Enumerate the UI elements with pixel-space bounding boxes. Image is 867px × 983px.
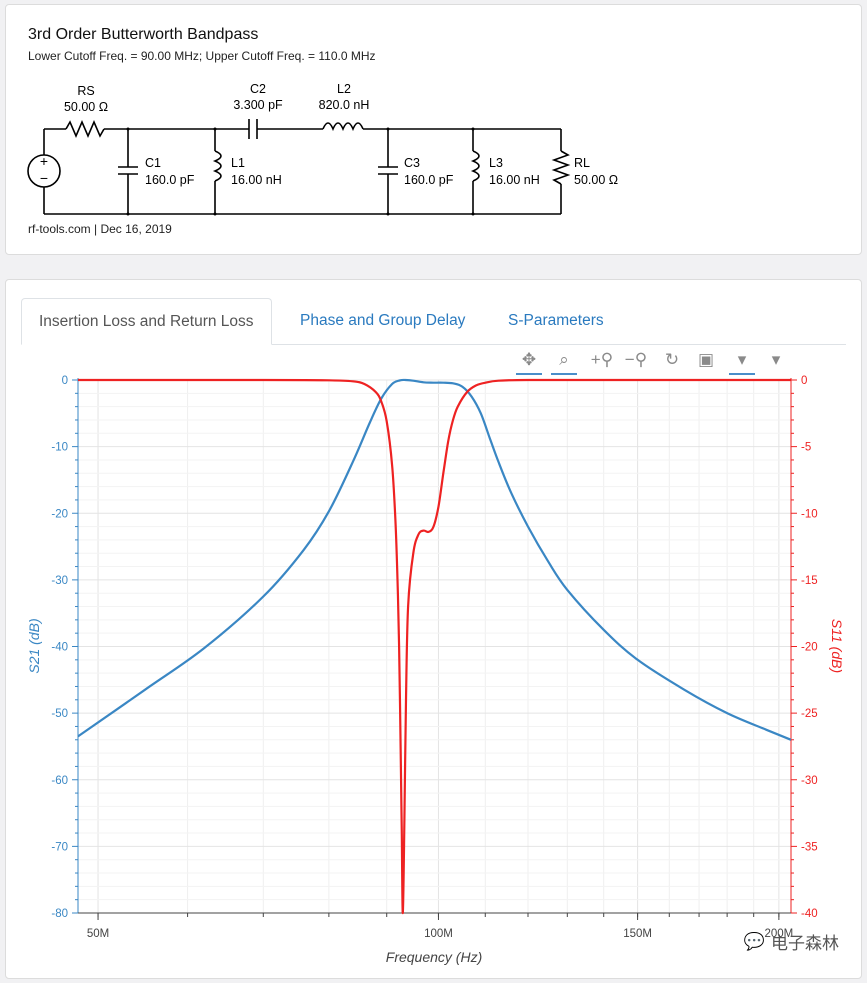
c3-value: 160.0 pF bbox=[404, 173, 454, 187]
source-plus: + bbox=[40, 153, 48, 169]
save-icon: ▣ bbox=[697, 350, 715, 369]
left-tick-label: -80 bbox=[51, 908, 68, 920]
l3-value: 16.00 nH bbox=[489, 173, 540, 187]
plot-grid bbox=[78, 379, 791, 914]
s21-line bbox=[77, 378, 792, 741]
left-tick-label: -50 bbox=[51, 708, 68, 720]
s-parameter-plot[interactable]: 0 -10 -20 -30 -40 -50 -60 -70 -80 0 -5 -10 -15 -20 -25… bbox=[6, 280, 863, 980]
chart-card: Insertion Loss and Return Loss Phase and… bbox=[5, 279, 862, 979]
schematic-card: 3rd Order Butterworth Bandpass Lower Cut… bbox=[5, 4, 862, 255]
plot-axes: 0 -10 -20 -30 -40 -50 -60 -70 -80 0 -5 -10 -15 -20 -25… bbox=[51, 375, 817, 940]
c3-name: C3 bbox=[404, 156, 420, 170]
rl-name: RL bbox=[574, 156, 590, 170]
circuit-subtitle: Lower Cutoff Freq. = 90.00 MHz; Upper Cu… bbox=[28, 49, 376, 63]
watermark-text: 电子森林 bbox=[771, 934, 839, 953]
right-tick-label: 0 bbox=[801, 375, 807, 387]
c2-name: C2 bbox=[250, 82, 266, 96]
circuit-title: 3rd Order Butterworth Bandpass bbox=[28, 26, 259, 43]
rl-value: 50.00 Ω bbox=[574, 173, 618, 187]
zoom-out-icon: −⚲ bbox=[624, 350, 648, 369]
pan-tool[interactable]: ✥ bbox=[516, 347, 542, 375]
c1-value: 160.0 pF bbox=[145, 173, 195, 187]
rs-value: 50.00 Ω bbox=[64, 100, 108, 114]
x-tick-label: 100M bbox=[424, 928, 453, 940]
l2-inductor-icon bbox=[322, 122, 364, 132]
zoom-out-tool[interactable]: −⚲ bbox=[623, 347, 649, 373]
zoom-in-icon: +⚲ bbox=[590, 350, 614, 369]
s11-line bbox=[78, 378, 791, 915]
l1-inductor-icon bbox=[212, 150, 222, 182]
reset-icon: ↻ bbox=[664, 350, 680, 369]
right-tick-label: -30 bbox=[801, 775, 818, 787]
l3-name: L3 bbox=[489, 156, 503, 170]
right-tick-label: -40 bbox=[801, 908, 818, 920]
tab-phase-group-delay[interactable]: Phase and Group Delay bbox=[300, 312, 466, 329]
box-zoom-tool[interactable]: ⌕ bbox=[551, 347, 577, 375]
pan-icon: ✥ bbox=[521, 350, 537, 369]
l2-value: 820.0 nH bbox=[319, 98, 370, 112]
c1-name: C1 bbox=[145, 156, 161, 170]
right-tick-label: -20 bbox=[801, 642, 818, 654]
right-tick-label: -5 bbox=[801, 442, 811, 454]
l1-value: 16.00 nH bbox=[231, 173, 282, 187]
left-tick-label: 0 bbox=[62, 375, 68, 387]
rs-name: RS bbox=[77, 84, 94, 98]
rl-resistor-icon bbox=[551, 150, 571, 185]
right-tick-label: -10 bbox=[801, 508, 818, 520]
plot-series bbox=[77, 378, 792, 915]
chat-bubble-icon: 💬 bbox=[743, 931, 765, 951]
left-tick-label: -70 bbox=[51, 841, 68, 853]
x-axis-title: Frequency (Hz) bbox=[386, 949, 482, 965]
right-tick-label: -25 bbox=[801, 708, 818, 720]
save-tool[interactable]: ▣ bbox=[693, 347, 719, 373]
chart-tabs: Insertion Loss and Return Loss Phase and… bbox=[21, 298, 846, 345]
l1-name: L1 bbox=[231, 156, 245, 170]
x-tick-label: 150M bbox=[623, 928, 652, 940]
left-tick-label: -20 bbox=[51, 508, 68, 520]
zoom-in-tool[interactable]: +⚲ bbox=[589, 347, 615, 373]
box-zoom-icon: ⌕ bbox=[559, 350, 569, 369]
tab-s-parameters[interactable]: S-Parameters bbox=[508, 312, 604, 329]
l3-inductor-icon bbox=[470, 150, 480, 182]
left-tick-label: -40 bbox=[51, 642, 68, 654]
c2-value: 3.300 pF bbox=[233, 98, 283, 112]
tab-insertion-loss[interactable]: Insertion Loss and Return Loss bbox=[21, 298, 272, 345]
hover-tool-2[interactable]: ▾ bbox=[763, 347, 789, 373]
source-minus: − bbox=[40, 170, 48, 186]
right-axis-title: S11 (dB) bbox=[829, 619, 845, 673]
watermark: 💬 电子森林 bbox=[744, 929, 839, 954]
rs-resistor-icon bbox=[65, 119, 105, 139]
right-tick-label: -15 bbox=[801, 575, 818, 587]
left-axis-title: S21 (dB) bbox=[26, 618, 42, 673]
hover-icon: ▾ bbox=[771, 350, 781, 369]
x-tick-label: 200M bbox=[764, 928, 793, 940]
hover-icon: ▾ bbox=[737, 350, 747, 369]
reset-tool[interactable]: ↻ bbox=[659, 347, 685, 373]
right-tick-label: -35 bbox=[801, 841, 818, 853]
l2-name: L2 bbox=[337, 82, 351, 96]
schematic-diagram: + − RS 50.00 Ω C2 3.300 pF L2 820.0 nH C… bbox=[27, 82, 618, 216]
x-tick-label: 50M bbox=[87, 928, 109, 940]
credit-footer: rf-tools.com | Dec 16, 2019 bbox=[28, 222, 172, 236]
left-tick-label: -60 bbox=[51, 775, 68, 787]
left-tick-label: -10 bbox=[51, 442, 68, 454]
hover-tool-1[interactable]: ▾ bbox=[729, 347, 755, 375]
left-tick-label: -30 bbox=[51, 575, 68, 587]
